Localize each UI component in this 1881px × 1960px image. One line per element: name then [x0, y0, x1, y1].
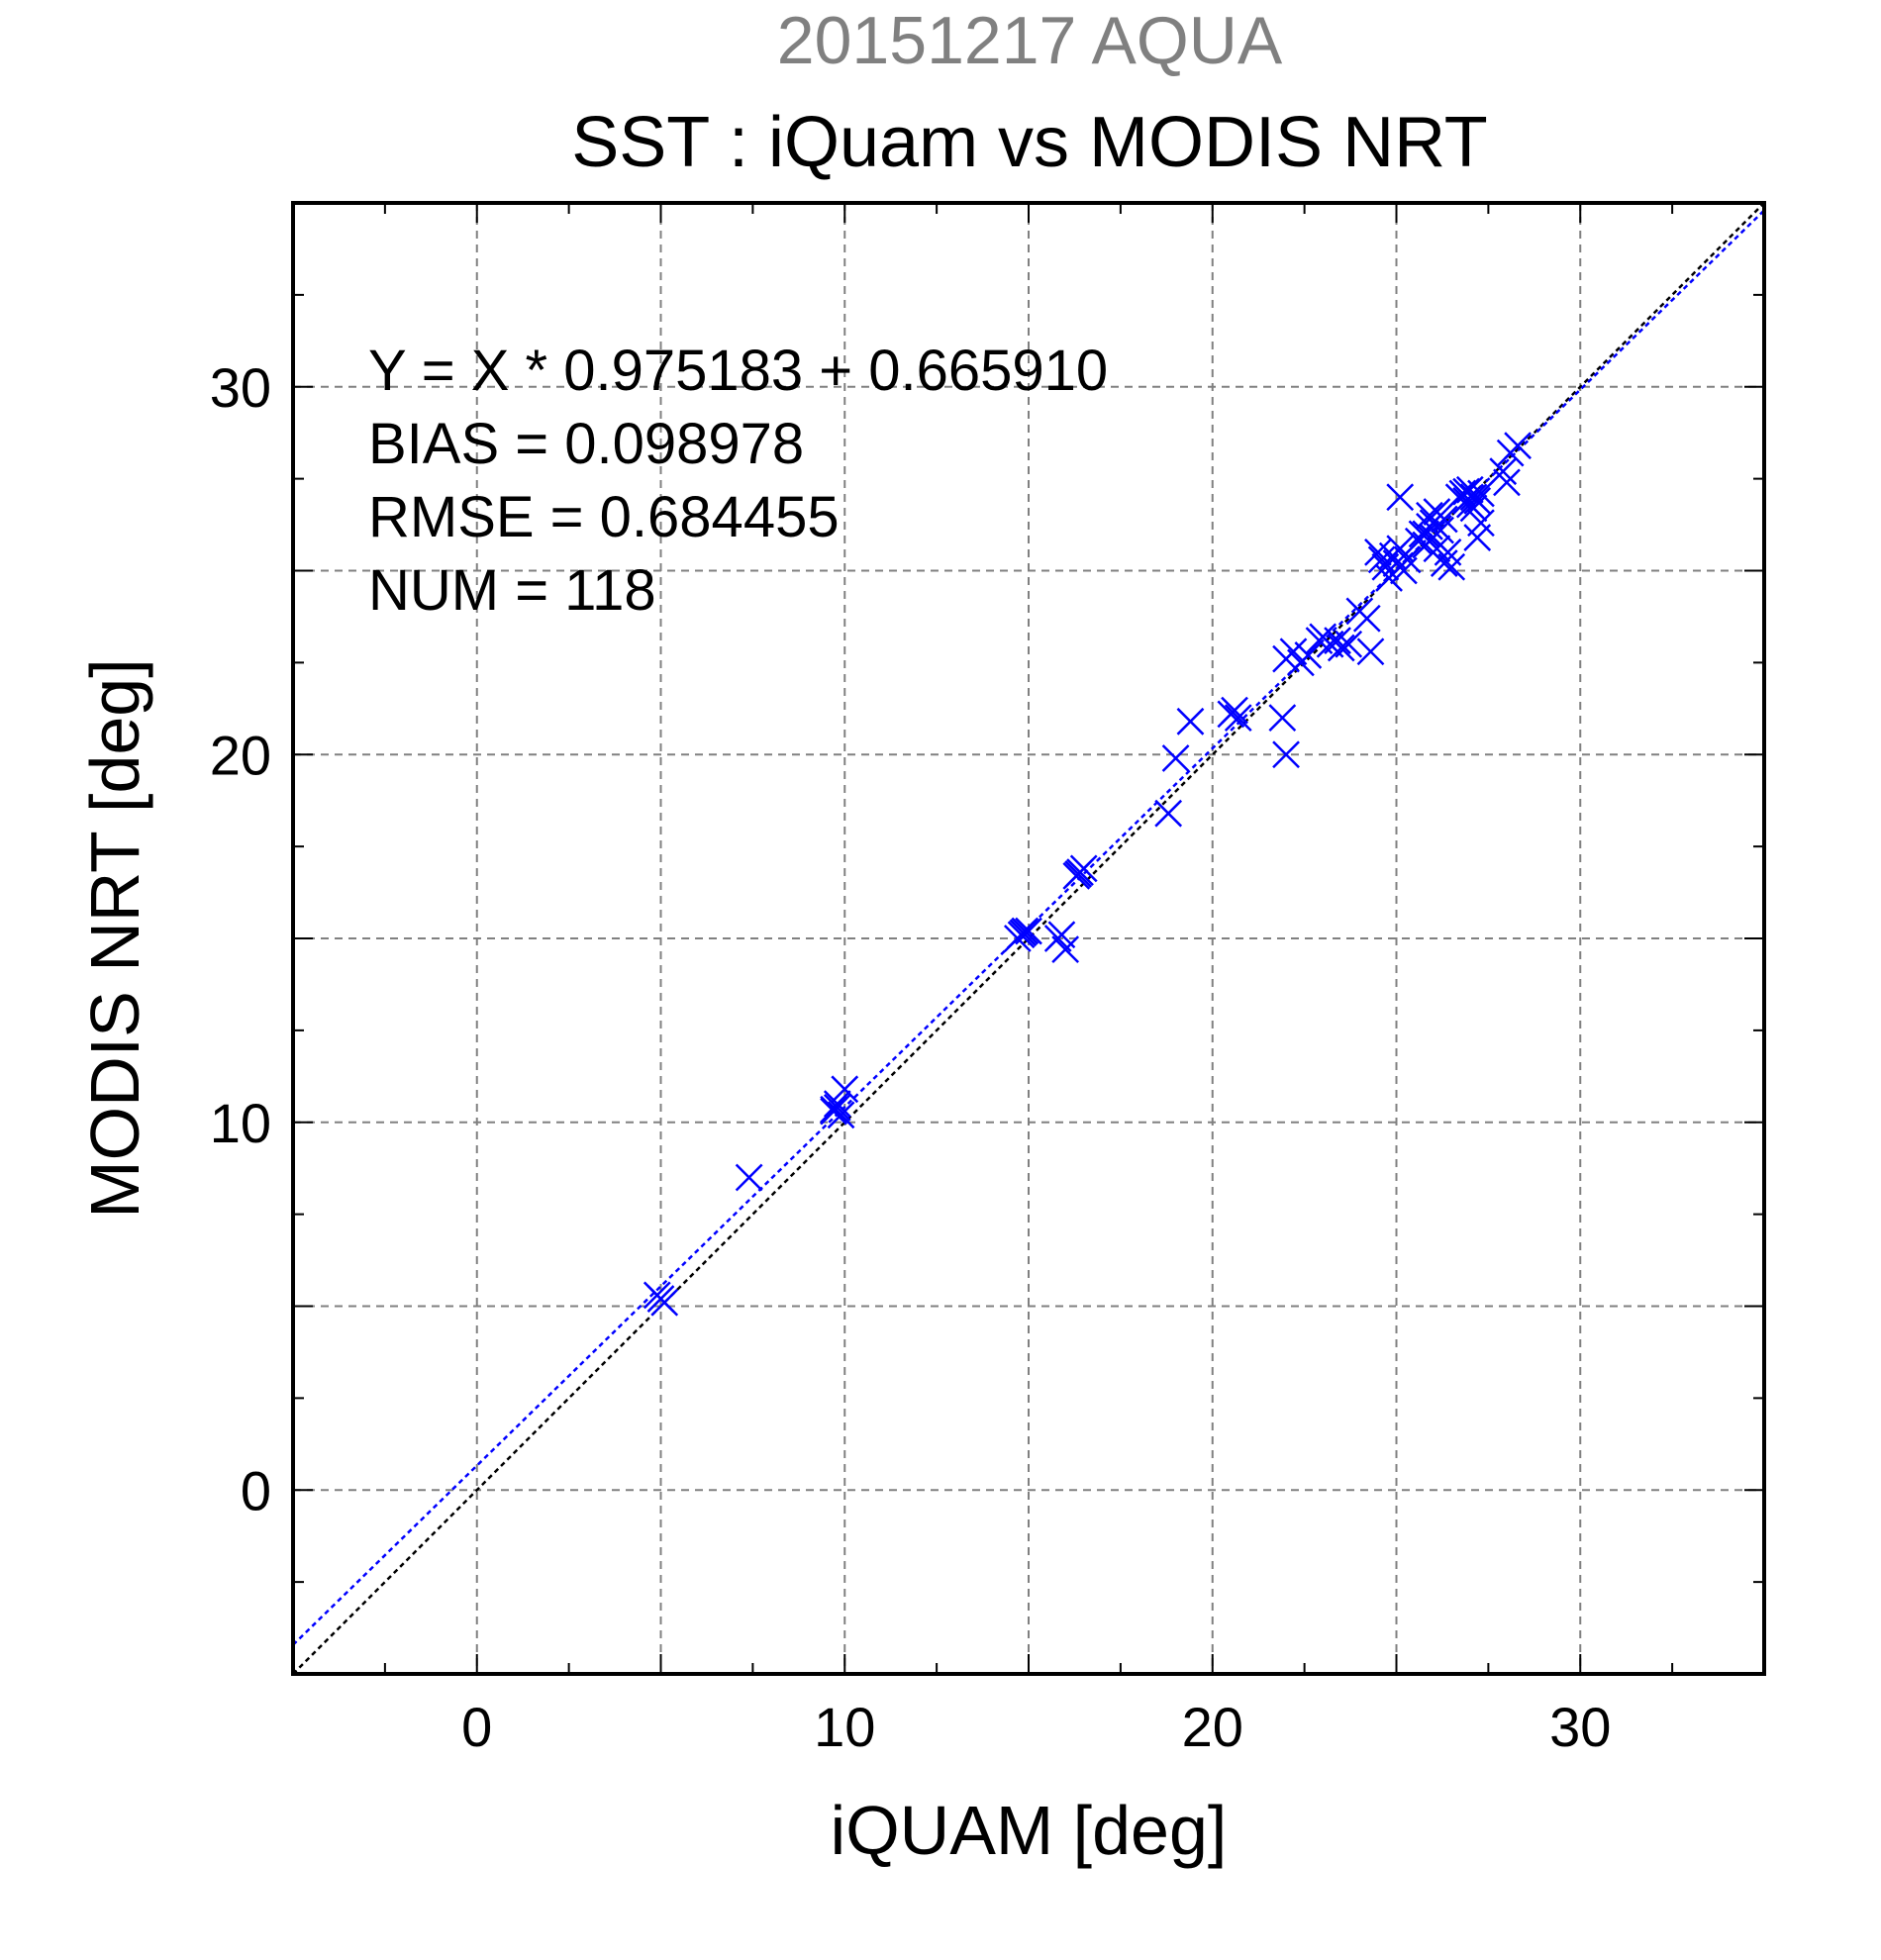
data-point — [1352, 604, 1381, 633]
x-tick-labels: 0 10 20 30 — [461, 1696, 1611, 1758]
data-point — [735, 1163, 763, 1192]
plot-frame — [291, 201, 1766, 1676]
data-point — [1493, 468, 1521, 497]
data-point — [1430, 505, 1458, 534]
y-axis-label: MODIS NRT [deg] — [76, 658, 153, 1218]
x-tick-label: 30 — [1549, 1696, 1611, 1758]
y-tick-labels: 0 10 20 30 — [210, 356, 271, 1522]
data-point — [823, 1090, 851, 1119]
data-point — [823, 1094, 851, 1122]
data-point — [1176, 707, 1205, 735]
data-point — [1489, 457, 1518, 486]
y-tick-label: 0 — [241, 1459, 271, 1521]
data-point — [1272, 740, 1300, 769]
data-point — [1161, 744, 1190, 772]
data-point — [1047, 921, 1076, 949]
y-tick-label: 20 — [210, 724, 271, 786]
x-tick-label: 0 — [461, 1696, 492, 1758]
data-point — [1412, 520, 1440, 548]
data-point — [1437, 552, 1466, 581]
data-point — [1324, 627, 1351, 654]
x-axis-label: iQUAM [deg] — [831, 1792, 1228, 1869]
num-value: NUM = 118 — [368, 558, 656, 623]
data-point — [1386, 535, 1415, 563]
data-point — [1463, 487, 1492, 515]
data-point — [1015, 917, 1042, 945]
data-point — [1423, 535, 1451, 563]
data-point — [827, 1101, 855, 1129]
regression-equation: Y = X * 0.975183 + 0.665910 — [368, 339, 1108, 403]
data-point — [1224, 704, 1252, 732]
data-point — [1390, 556, 1418, 585]
data-point — [1386, 483, 1415, 512]
data-point — [1459, 494, 1488, 523]
x-tick-label: 10 — [814, 1696, 875, 1758]
data-point — [1327, 634, 1355, 662]
data-point — [1268, 704, 1297, 732]
bias-value: BIAS = 0.098978 — [368, 412, 804, 476]
data-point — [1356, 637, 1385, 666]
chart-title: 20151217 AQUA — [777, 3, 1283, 78]
rmse-value: RMSE = 0.684455 — [368, 485, 840, 549]
data-point — [1452, 477, 1480, 506]
chart-subtitle: SST : iQuam vs MODIS NRT — [571, 103, 1488, 182]
data-point — [820, 1095, 847, 1124]
data-point — [1335, 630, 1363, 658]
y-tick-label: 30 — [210, 356, 271, 419]
data-point — [1009, 919, 1038, 947]
data-point — [1294, 641, 1323, 669]
data-points — [643, 432, 1532, 1317]
stats-annotation: Y = X * 0.975183 + 0.665910 BIAS = 0.098… — [368, 339, 1108, 623]
x-tick-label: 20 — [1182, 1696, 1243, 1758]
data-point — [1463, 524, 1492, 551]
data-point — [1221, 696, 1248, 725]
data-point — [831, 1075, 859, 1104]
data-point — [1430, 549, 1458, 577]
data-point — [650, 1288, 679, 1317]
data-point — [1064, 860, 1093, 888]
data-point — [1504, 432, 1532, 460]
y-tick-label: 10 — [210, 1092, 271, 1154]
data-point — [1154, 799, 1183, 828]
